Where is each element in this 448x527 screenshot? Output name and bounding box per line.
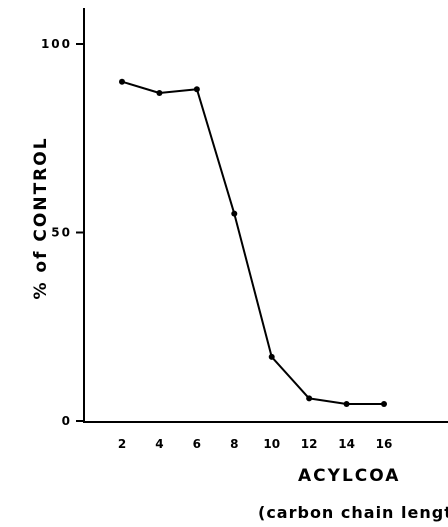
x-axis-title: ACYLCOA [298, 466, 400, 486]
y-ticks: 0 50 100 [41, 37, 84, 428]
x-tick-label: 12 [301, 437, 318, 451]
data-point [343, 401, 350, 408]
x-tick-label: 8 [230, 437, 238, 451]
x-tick-label: 2 [118, 437, 126, 451]
data-point [381, 401, 387, 408]
y-tick-label: 50 [51, 226, 72, 240]
data-point [231, 210, 238, 217]
data-point [193, 86, 200, 93]
data-point [268, 353, 275, 360]
x-tick-label: 14 [338, 437, 355, 451]
series-layer [119, 78, 387, 408]
x-ticks: 2 4 6 8 10 12 14 16 [118, 437, 393, 451]
y-tick-label: 100 [41, 37, 72, 51]
y-tick-label: 0 [62, 414, 72, 428]
x-tick-label: 16 [376, 437, 393, 451]
y-axis-title: % of CONTROL [31, 136, 51, 299]
x-tick-label: 6 [193, 437, 201, 451]
axes [83, 8, 448, 423]
x-tick-label: 10 [263, 437, 280, 451]
data-point [306, 395, 313, 402]
data-point [119, 78, 125, 85]
series-line [121, 80, 384, 405]
data-point [156, 90, 163, 97]
x-axis-subtitle: (carbon chain length) [258, 503, 448, 522]
x-tick-label: 4 [155, 437, 163, 451]
